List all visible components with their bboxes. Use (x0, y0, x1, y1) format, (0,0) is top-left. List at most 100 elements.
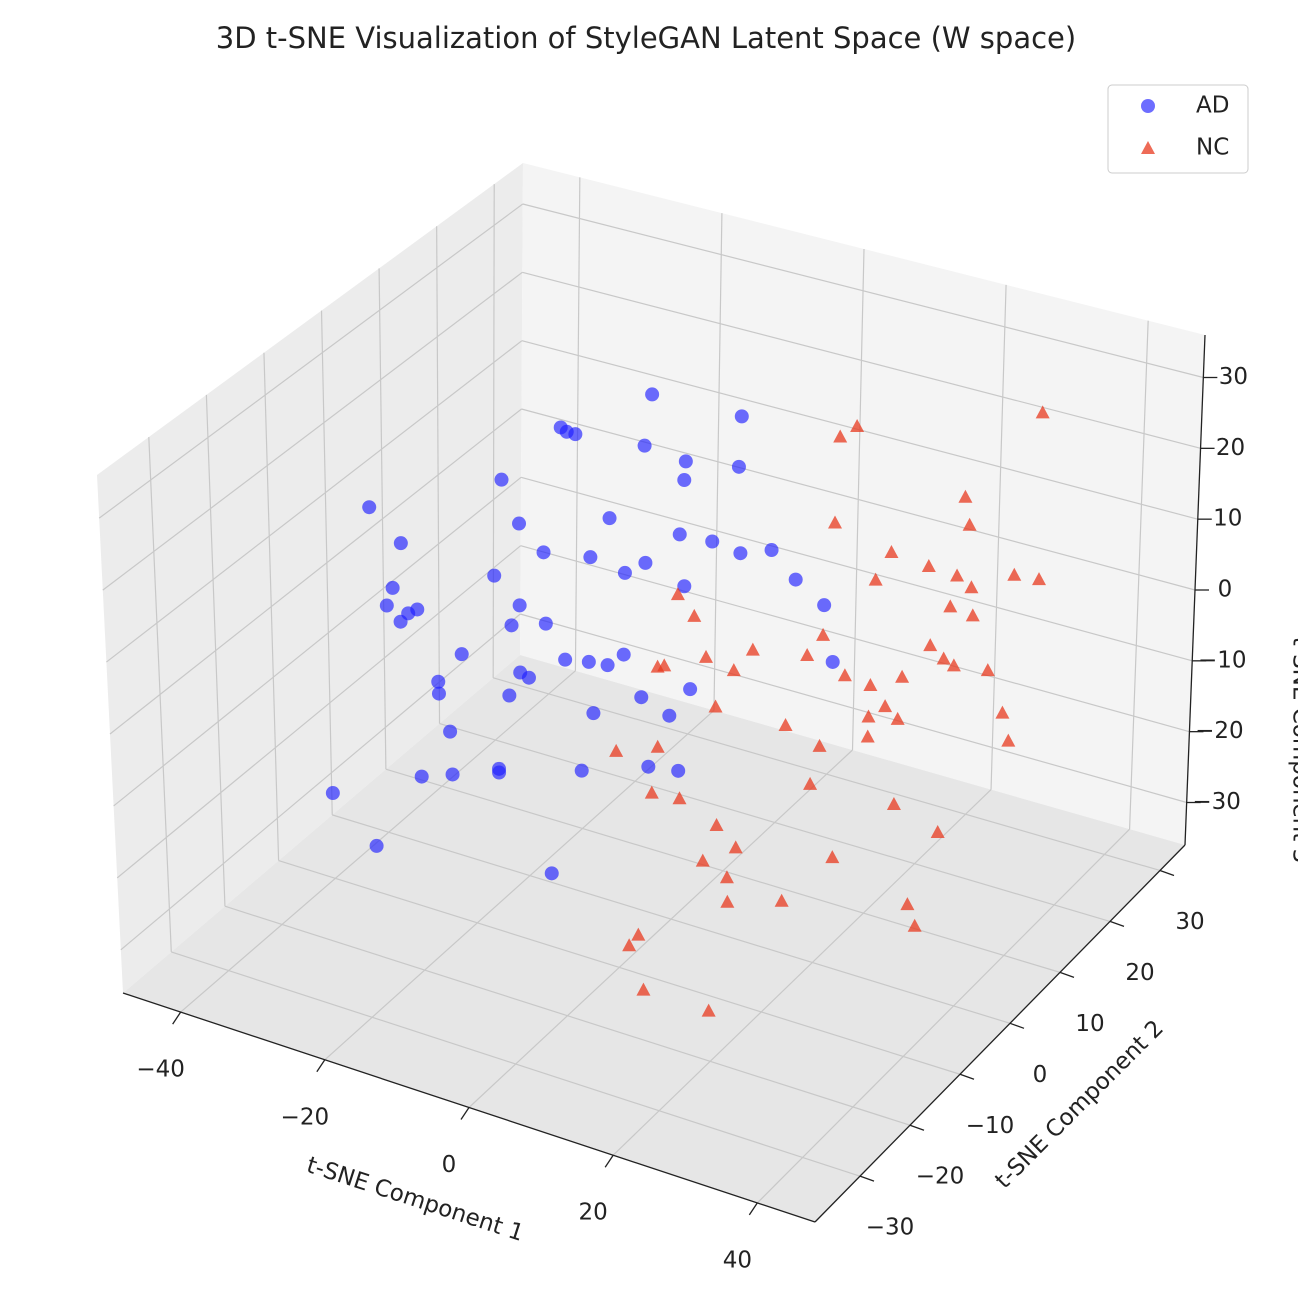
z-tick-label: 10 (1213, 506, 1242, 532)
grid-line (520, 613, 1187, 804)
data-point (683, 682, 698, 697)
tick-mark (316, 1059, 326, 1073)
tick-mark (909, 1124, 925, 1131)
data-point (1035, 405, 1050, 419)
data-point (733, 546, 748, 561)
data-point (492, 761, 507, 776)
z-tick-label: −20 (1195, 718, 1244, 744)
x-tick-label: −20 (281, 1104, 330, 1130)
data-point (379, 598, 394, 613)
grid-line (113, 476, 522, 807)
z-tick-label: −30 (1192, 789, 1241, 815)
grid-line (521, 408, 1196, 591)
data-point (558, 652, 573, 667)
grid-line (171, 951, 861, 1177)
data-point (861, 709, 876, 723)
data-point (884, 545, 899, 559)
data-point (677, 473, 692, 488)
grid-line (522, 271, 1201, 449)
data-point (709, 817, 724, 831)
data-point (1032, 572, 1047, 586)
data-point (454, 647, 469, 662)
data-point (734, 409, 749, 424)
axis-line (122, 992, 816, 1223)
data-point (414, 769, 429, 784)
grid-line (106, 340, 523, 663)
data-point (431, 674, 446, 689)
pane (97, 163, 523, 993)
grid-line (224, 905, 911, 1126)
data-point (726, 663, 741, 677)
data-point (631, 927, 646, 941)
data-point (720, 894, 735, 908)
data-point (825, 654, 840, 669)
data-point (900, 897, 915, 911)
data-point (600, 658, 615, 673)
y-tick-label: 0 (1033, 1062, 1048, 1088)
data-point (701, 1003, 716, 1017)
data-point (699, 649, 714, 663)
data-point (950, 568, 965, 582)
tick-mark (1059, 971, 1075, 978)
data-point (581, 654, 596, 669)
grid-line (278, 859, 961, 1075)
data-point (921, 558, 936, 572)
grid-line (520, 545, 1190, 733)
data-point (638, 555, 653, 570)
data-point (670, 587, 685, 601)
data-point (616, 647, 631, 662)
data-point (536, 545, 551, 560)
data-point (671, 763, 686, 778)
data-point (962, 517, 977, 531)
tick-mark (460, 1107, 470, 1120)
tick-mark (748, 1202, 758, 1216)
grid-line (520, 476, 1193, 662)
data-point (431, 686, 446, 701)
data-point (878, 699, 893, 713)
data-point (943, 599, 958, 613)
z-tick-label: 30 (1219, 364, 1248, 390)
data-point (650, 659, 665, 673)
data-point (672, 791, 687, 805)
data-point (895, 669, 910, 683)
axis-line (1184, 334, 1206, 846)
data-point (946, 658, 961, 672)
data-point (494, 472, 509, 487)
grid-line (102, 271, 523, 591)
data-point (645, 387, 660, 402)
data-point (385, 580, 400, 595)
tick-mark (1159, 869, 1175, 877)
x-tick-label: 0 (442, 1152, 457, 1178)
data-point (964, 580, 979, 594)
y-tick-label: 20 (1125, 960, 1154, 986)
data-point (936, 651, 951, 665)
data-point (583, 550, 598, 565)
data-point (678, 454, 693, 469)
data-point (1001, 733, 1016, 747)
data-point (731, 459, 746, 474)
data-point (816, 627, 831, 641)
data-point (502, 688, 517, 703)
data-point (863, 678, 878, 692)
legend-marker (1141, 99, 1155, 113)
grid-line (439, 722, 1111, 922)
data-point (622, 938, 637, 952)
data-point (719, 870, 734, 884)
z-tick-label: 0 (1218, 577, 1233, 603)
tick-mark (172, 1011, 182, 1025)
data-point (521, 670, 536, 685)
axis-line (814, 844, 1186, 1223)
data-point (602, 511, 617, 526)
data-point (958, 489, 973, 503)
data-point (886, 797, 901, 811)
grid-line (493, 677, 1161, 872)
data-point (778, 718, 793, 732)
data-point (504, 618, 519, 633)
grid-line (98, 203, 524, 519)
y-tick-label: 30 (1175, 909, 1204, 935)
tick-mark (1109, 920, 1125, 928)
tick-mark (604, 1154, 614, 1168)
tick-mark (959, 1073, 975, 1080)
data-point (574, 763, 589, 778)
